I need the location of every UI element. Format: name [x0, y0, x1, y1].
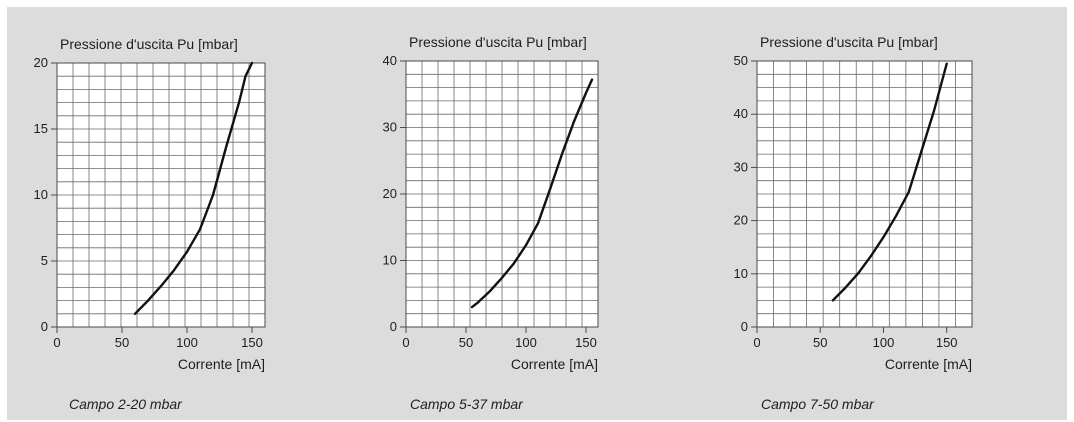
y-tick-label: 40 — [734, 106, 748, 121]
x-axis-label: Corrente [mA] — [178, 356, 265, 372]
y-tick-label: 20 — [34, 55, 48, 70]
y-tick-label: 20 — [383, 186, 397, 201]
y-tick-label: 0 — [741, 319, 748, 334]
chart-2: 0 10 20 30 40 0 50 100 150 Pressione d'uscita Pu … — [383, 34, 599, 372]
y-tick-label: 10 — [734, 266, 748, 281]
series-line-1 — [133, 61, 254, 315]
x-tick-label: 150 — [575, 335, 597, 350]
chart-title: Pressione d'uscita Pu [mbar] — [760, 34, 938, 50]
y-tick-label: 5 — [41, 253, 48, 268]
y-tick-label: 50 — [734, 53, 748, 68]
x-tick-label: 100 — [873, 335, 895, 350]
series-line-1 — [831, 62, 948, 302]
x-tick-label: 0 — [53, 335, 60, 350]
chart-1: 0 5 10 15 20 0 50 100 150 Pressione d'uscita Pu [… — [34, 36, 266, 372]
y-tick-label: 40 — [383, 53, 397, 68]
chart-title: Pressione d'uscita Pu [mbar] — [409, 34, 587, 50]
series-line-1 — [470, 78, 594, 309]
x-tick-label: 50 — [813, 335, 827, 350]
x-tick-label: 100 — [515, 335, 537, 350]
plot-frame — [756, 60, 973, 328]
chart-title: Pressione d'uscita Pu [mbar] — [60, 36, 238, 52]
caption-chart-3: Campo 7-50 mbar — [761, 396, 874, 412]
x-axis-label: Corrente [mA] — [885, 356, 972, 372]
y-tick-label: 10 — [383, 253, 397, 268]
x-tick-label: 0 — [753, 335, 760, 350]
y-tick-label: 0 — [41, 319, 48, 334]
x-tick-label: 50 — [459, 335, 473, 350]
y-tick-label: 10 — [34, 187, 48, 202]
x-tick-label: 150 — [936, 335, 958, 350]
x-axis-label: Corrente [mA] — [511, 356, 598, 372]
y-tick-label: 15 — [34, 121, 48, 136]
x-tick-label: 50 — [115, 335, 129, 350]
y-tick-label: 30 — [383, 120, 397, 135]
y-tick-label: 30 — [734, 159, 748, 174]
caption-chart-2: Campo 5-37 mbar — [410, 396, 523, 412]
x-tick-label: 100 — [176, 335, 198, 350]
y-tick-label: 0 — [390, 319, 397, 334]
y-tick-label: 20 — [734, 213, 748, 228]
x-tick-label: 150 — [241, 335, 263, 350]
chart-3: 0 10 20 30 40 50 0 50 100 150 Pressione d'uscita P… — [734, 34, 973, 372]
x-tick-label: 0 — [402, 335, 409, 350]
caption-chart-1: Campo 2-20 mbar — [69, 396, 182, 412]
